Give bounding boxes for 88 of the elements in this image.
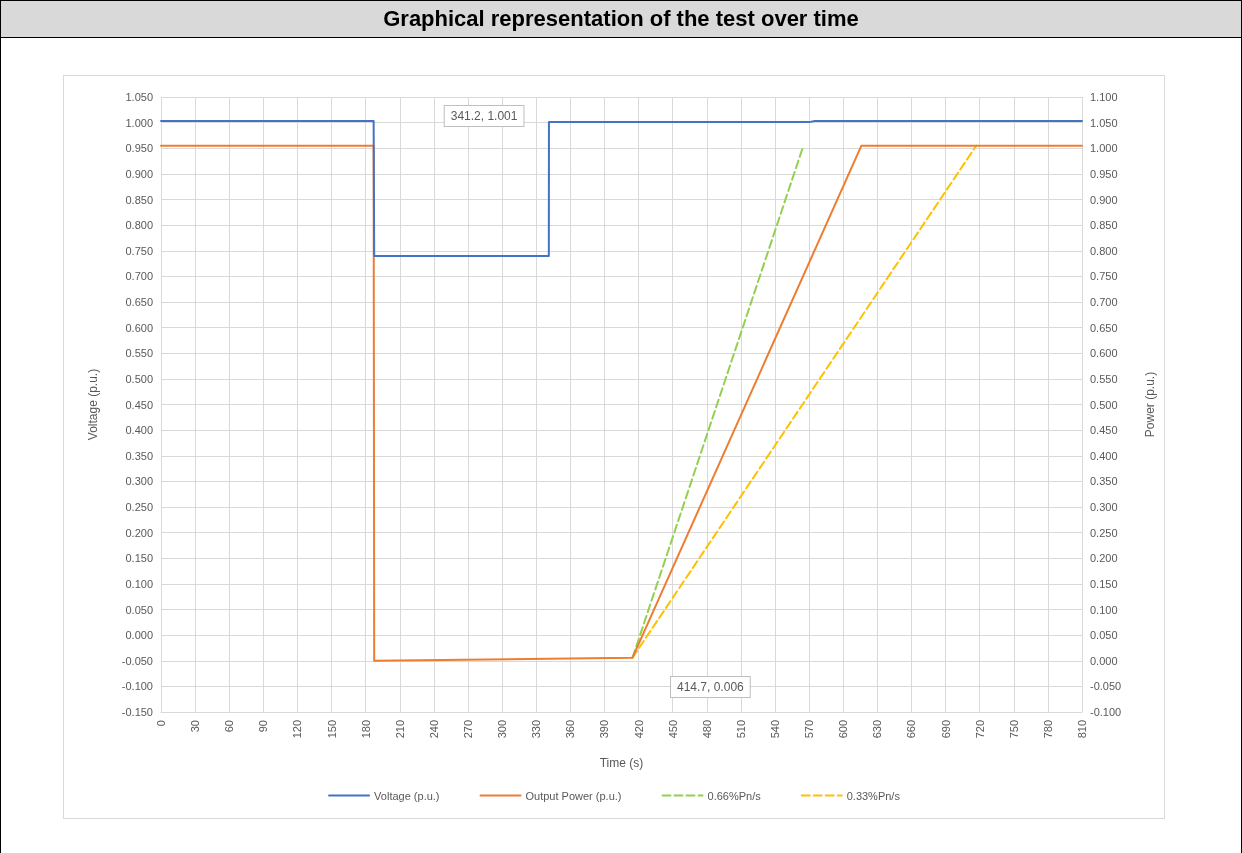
y-tick-label: 0.300 bbox=[125, 475, 153, 488]
y2-tick-label: 0.550 bbox=[1090, 372, 1118, 385]
x-tick-label: 150 bbox=[325, 720, 338, 739]
y-tick-label: 0.950 bbox=[125, 142, 153, 155]
x-tick-label: 0 bbox=[155, 720, 167, 727]
x-tick-label: 750 bbox=[1007, 720, 1020, 739]
annotation: 341.2, 1.001 bbox=[450, 109, 518, 124]
y2-tick-label: 0.500 bbox=[1090, 398, 1118, 411]
y2-tick-label: 1.050 bbox=[1090, 116, 1118, 129]
y-tick-label: 0.150 bbox=[125, 552, 153, 565]
y-tick-label: 0.600 bbox=[125, 321, 153, 334]
x-tick-label: 690 bbox=[939, 720, 952, 739]
y2-tick-label: 0.600 bbox=[1090, 347, 1118, 360]
y-tick-label: 0.350 bbox=[125, 449, 153, 462]
y2-tick-label: 0.350 bbox=[1090, 475, 1118, 488]
y-tick-label: 1.000 bbox=[125, 116, 153, 129]
y-tick-label: 0.800 bbox=[125, 219, 153, 232]
x-tick-label: 420 bbox=[632, 720, 645, 739]
y2-tick-label: 1.000 bbox=[1090, 142, 1118, 155]
y-tick-label: 0.450 bbox=[125, 398, 153, 411]
y-tick-label: 0.750 bbox=[125, 244, 153, 257]
x-tick-label: 480 bbox=[700, 720, 713, 739]
y2-tick-label: 0.300 bbox=[1090, 501, 1118, 513]
y2-tick-label: 0.450 bbox=[1090, 424, 1118, 437]
y-tick-label: 0.700 bbox=[125, 270, 153, 283]
x-tick-label: 300 bbox=[496, 720, 509, 739]
y-tick-label: -0.150 bbox=[121, 706, 153, 718]
y2-tick-label: 0.800 bbox=[1090, 244, 1118, 257]
y2-tick-label: 1.100 bbox=[1090, 91, 1118, 103]
y-tick-label: 0.250 bbox=[125, 501, 153, 513]
y2-tick-label: 0.900 bbox=[1090, 193, 1118, 206]
legend-label: 0.66%Pn/s bbox=[707, 789, 762, 802]
y-tick-label: -0.050 bbox=[121, 654, 153, 667]
y2-axis-title: Power (p.u.) bbox=[1143, 371, 1157, 438]
y2-tick-label: 0.250 bbox=[1090, 526, 1118, 539]
y2-tick-label: -0.050 bbox=[1090, 680, 1122, 693]
y2-tick-label: 0.850 bbox=[1090, 219, 1118, 232]
x-tick-label: 510 bbox=[734, 720, 747, 739]
legend-label: Voltage (p.u.) bbox=[374, 789, 440, 802]
x-tick-label: 330 bbox=[530, 720, 543, 739]
y-tick-label: 0.100 bbox=[125, 577, 153, 590]
y-tick-label: 0.200 bbox=[125, 526, 153, 539]
x-tick-label: 600 bbox=[837, 720, 850, 739]
y-tick-label: 0.400 bbox=[125, 424, 153, 437]
y2-tick-label: 0.750 bbox=[1090, 270, 1118, 283]
x-tick-label: 720 bbox=[973, 720, 986, 739]
x-tick-label: 270 bbox=[462, 720, 474, 739]
x-tick-label: 90 bbox=[257, 720, 270, 733]
x-tick-label: 630 bbox=[871, 720, 884, 739]
y-tick-label: -0.100 bbox=[121, 680, 153, 693]
y2-tick-label: 0.700 bbox=[1090, 296, 1118, 308]
annotation: 414.7, 0.006 bbox=[677, 680, 745, 694]
y2-tick-label: -0.100 bbox=[1090, 706, 1122, 718]
legend-label: 0.33%Pn/s bbox=[846, 789, 901, 802]
x-tick-label: 450 bbox=[666, 720, 679, 739]
x-tick-label: 570 bbox=[803, 720, 816, 739]
x-tick-label: 180 bbox=[359, 720, 372, 739]
x-tick-label: 210 bbox=[393, 720, 406, 739]
y-tick-label: 0.050 bbox=[125, 603, 153, 616]
y-tick-label: 0.500 bbox=[125, 372, 153, 385]
chart-title: Graphical representation of the test over time bbox=[1, 1, 1241, 38]
x-tick-label: 390 bbox=[598, 720, 611, 739]
y-tick-label: 0.650 bbox=[125, 296, 153, 308]
x-tick-label: 540 bbox=[769, 720, 781, 739]
y2-tick-label: 0.950 bbox=[1090, 167, 1118, 180]
y2-tick-label: 0.000 bbox=[1090, 654, 1118, 667]
x-tick-label: 810 bbox=[1076, 720, 1088, 739]
y2-tick-label: 0.050 bbox=[1090, 629, 1118, 642]
y2-tick-label: 0.400 bbox=[1090, 449, 1118, 462]
x-tick-label: 780 bbox=[1041, 720, 1054, 739]
x-tick-label: 360 bbox=[564, 720, 577, 739]
x-tick-label: 60 bbox=[223, 720, 236, 733]
y2-tick-label: 0.150 bbox=[1090, 577, 1118, 590]
x-axis-title: Time (s) bbox=[599, 756, 644, 770]
x-tick-label: 120 bbox=[291, 720, 304, 739]
y-tick-label: 1.050 bbox=[125, 91, 153, 103]
x-tick-label: 240 bbox=[427, 720, 440, 739]
y2-tick-label: 0.100 bbox=[1090, 603, 1118, 616]
x-tick-label: 30 bbox=[189, 720, 202, 733]
y2-tick-label: 0.650 bbox=[1090, 321, 1118, 334]
y-tick-label: 0.550 bbox=[125, 347, 153, 360]
y-tick-label: 0.900 bbox=[125, 167, 153, 180]
y-tick-label: 0.000 bbox=[125, 629, 153, 642]
x-tick-label: 660 bbox=[905, 720, 918, 739]
y2-tick-label: 0.200 bbox=[1090, 552, 1118, 565]
y-tick-label: 0.850 bbox=[125, 193, 153, 206]
y-axis-title: Voltage (p.u.) bbox=[86, 368, 100, 441]
legend-label: Output Power (p.u.) bbox=[525, 789, 622, 802]
